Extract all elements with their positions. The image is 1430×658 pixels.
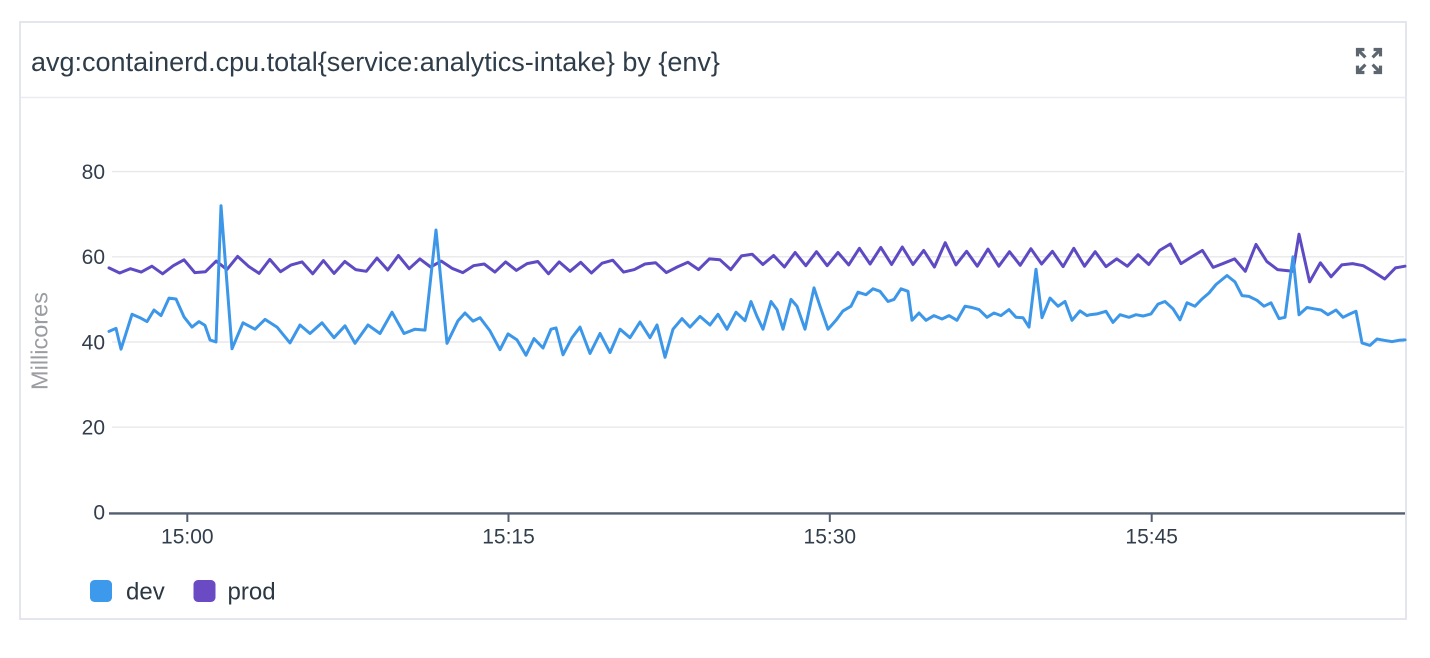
- svg-text:15:00: 15:00: [161, 526, 214, 549]
- svg-text:0: 0: [93, 502, 105, 525]
- svg-text:avg:containerd.cpu.total{servi: avg:containerd.cpu.total{service:analyti…: [31, 47, 720, 77]
- svg-text:15:30: 15:30: [804, 526, 857, 549]
- svg-text:20: 20: [82, 417, 105, 440]
- svg-text:80: 80: [82, 161, 105, 184]
- svg-text:dev: dev: [126, 579, 165, 606]
- svg-text:prod: prod: [228, 579, 276, 606]
- svg-text:15:15: 15:15: [482, 526, 535, 549]
- svg-text:Millicores: Millicores: [27, 292, 53, 390]
- svg-text:40: 40: [82, 331, 105, 354]
- svg-text:15:45: 15:45: [1125, 526, 1178, 549]
- svg-text:60: 60: [82, 246, 105, 269]
